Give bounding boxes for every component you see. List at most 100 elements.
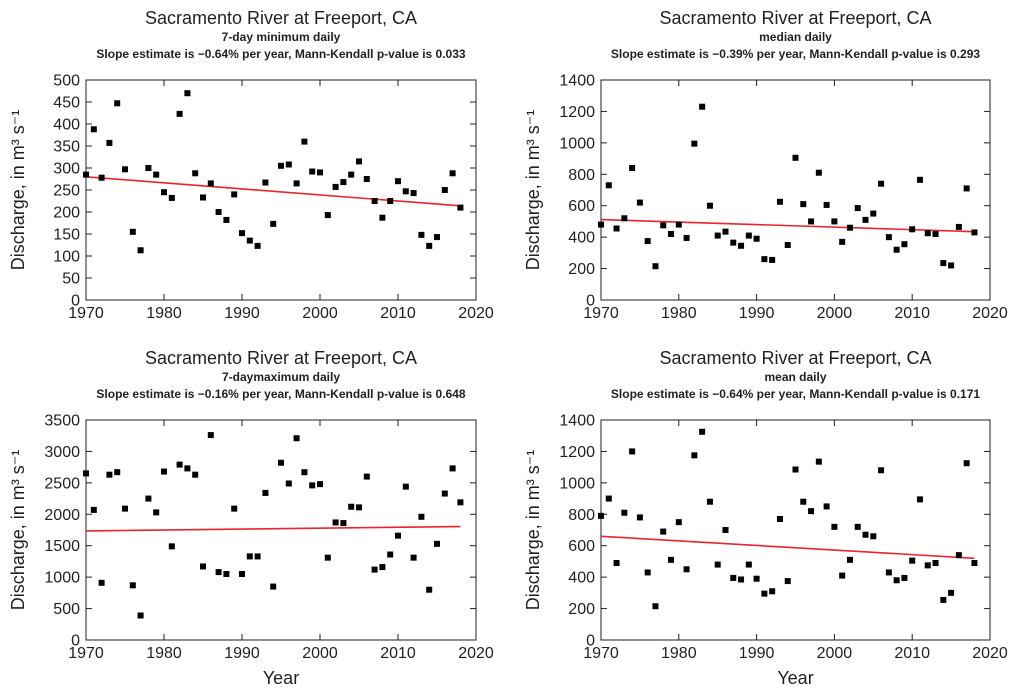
data-point — [598, 221, 604, 228]
chart-title: Sacramento River at Freeport, CA — [145, 8, 417, 28]
data-point — [699, 428, 706, 435]
data-point — [621, 509, 628, 516]
data-point — [839, 572, 846, 579]
data-point — [940, 260, 947, 267]
data-point — [441, 490, 448, 497]
data-point — [792, 154, 799, 161]
data-point — [168, 194, 175, 201]
data-point — [301, 138, 308, 145]
data-point — [426, 242, 433, 249]
trend-line — [85, 176, 461, 207]
data-point — [402, 188, 409, 195]
data-point — [200, 563, 206, 570]
data-point — [161, 468, 167, 475]
data-point — [862, 531, 869, 538]
y-axis-label: Discharge, in m³ s⁻¹ — [523, 110, 543, 271]
x-tick-label: 1980 — [146, 645, 182, 662]
data-point — [426, 586, 433, 593]
chart-subtitle: mean daily — [764, 370, 826, 384]
data-point — [340, 520, 347, 527]
y-tick-label: 300 — [53, 161, 80, 178]
data-point — [893, 246, 900, 253]
chart-subtitle-stats: Slope estimate is −0.39% per year, Mann-… — [611, 47, 980, 61]
data-point — [621, 215, 628, 222]
y-tick-label: 1500 — [44, 538, 80, 555]
data-point — [348, 503, 355, 510]
chart-subtitle: 7-daymaximum daily — [222, 370, 340, 384]
data-point — [831, 218, 838, 225]
x-tick-label: 1990 — [224, 645, 260, 662]
data-point — [916, 176, 923, 183]
data-point — [395, 532, 401, 539]
x-tick-label: 2020 — [458, 645, 494, 662]
x-axis-label: Year — [263, 668, 299, 688]
data-point — [909, 226, 916, 233]
data-point — [885, 569, 892, 576]
trend-line — [85, 525, 461, 532]
data-point — [745, 232, 752, 239]
data-point — [660, 528, 667, 535]
y-tick-label: 500 — [53, 601, 80, 618]
x-tick-label: 2010 — [380, 305, 416, 322]
data-point — [808, 218, 815, 225]
data-point — [823, 503, 830, 510]
y-tick-label: 400 — [53, 117, 80, 134]
y-tick-label: 200 — [568, 601, 595, 618]
data-point — [285, 480, 292, 487]
data-point — [629, 165, 636, 171]
data-point — [714, 561, 721, 568]
plot-frame — [600, 419, 991, 641]
y-tick-label: 800 — [568, 167, 595, 184]
data-point — [223, 571, 230, 577]
data-point — [278, 162, 284, 169]
data-point — [706, 498, 713, 505]
data-point — [800, 498, 807, 505]
y-tick-label: 350 — [53, 139, 80, 156]
data-point — [285, 161, 292, 168]
y-tick-label: 1400 — [559, 73, 595, 90]
data-point — [410, 190, 417, 197]
data-point — [254, 553, 261, 560]
data-point — [652, 603, 659, 610]
data-point — [309, 168, 316, 175]
data-point — [90, 506, 97, 513]
data-point — [122, 505, 128, 512]
data-point — [776, 516, 783, 522]
data-point — [168, 543, 175, 550]
data-point — [441, 187, 448, 193]
y-tick-label: 0 — [71, 633, 80, 650]
chart-subtitle-stats: Slope estimate is −0.16% per year, Mann-… — [96, 387, 465, 401]
y-tick-label: 600 — [568, 198, 595, 215]
data-point — [161, 189, 167, 196]
data-point — [714, 232, 721, 239]
data-point — [348, 171, 355, 178]
data-point — [449, 465, 456, 472]
y-tick-label: 1200 — [559, 104, 595, 121]
y-tick-label: 1000 — [44, 570, 80, 587]
data-point — [262, 489, 269, 496]
y-tick-label: 100 — [53, 249, 80, 266]
y-tick-label: 3000 — [44, 444, 80, 461]
data-point — [613, 225, 620, 232]
y-tick-label: 3500 — [44, 413, 80, 430]
data-point — [776, 198, 783, 205]
data-point — [215, 209, 222, 215]
data-point — [200, 194, 206, 201]
data-point — [129, 228, 136, 235]
data-point — [862, 216, 869, 223]
trend-line — [600, 218, 975, 233]
plot-frame — [85, 419, 477, 641]
y-tick-label: 450 — [53, 95, 80, 112]
data-point — [402, 483, 409, 490]
y-axis-label: Discharge, in m³ s⁻¹ — [8, 450, 28, 611]
data-point — [106, 139, 113, 146]
data-point — [598, 512, 604, 519]
x-tick-label: 2000 — [817, 645, 853, 662]
data-point — [137, 612, 144, 619]
data-point — [963, 460, 970, 467]
y-axis-label: Discharge, in m³ s⁻¹ — [8, 110, 28, 271]
data-point — [246, 237, 253, 244]
data-point — [293, 435, 300, 442]
data-point — [207, 180, 214, 187]
